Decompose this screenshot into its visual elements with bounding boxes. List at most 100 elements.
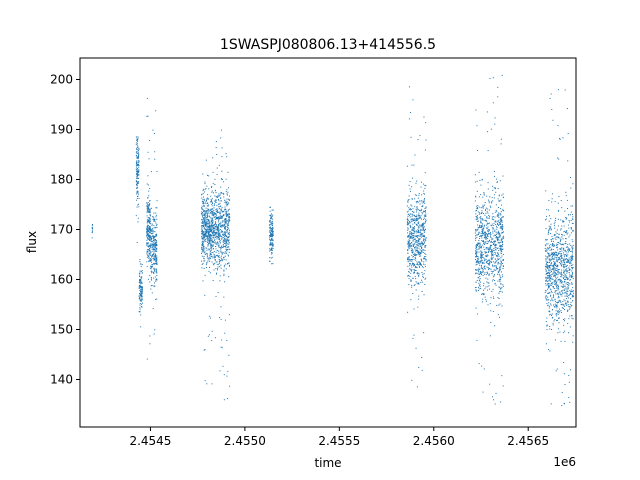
data-point xyxy=(545,260,547,262)
data-point xyxy=(491,253,493,255)
data-point xyxy=(221,230,223,232)
data-point xyxy=(489,229,490,231)
data-point xyxy=(569,308,571,310)
data-point xyxy=(474,287,476,289)
data-point xyxy=(411,270,413,272)
data-point xyxy=(207,232,209,234)
data-point xyxy=(554,264,556,266)
data-point xyxy=(225,201,227,203)
x-tick-label: 2.4555 xyxy=(318,434,360,448)
data-point xyxy=(413,235,415,237)
data-point xyxy=(564,266,566,268)
data-point xyxy=(486,240,488,242)
data-point xyxy=(207,211,209,213)
data-point xyxy=(497,198,499,200)
data-point xyxy=(201,255,203,257)
data-point xyxy=(559,300,561,302)
data-point xyxy=(564,242,566,244)
data-point xyxy=(499,303,501,305)
data-point xyxy=(552,266,554,268)
data-point xyxy=(147,209,149,211)
data-point xyxy=(560,285,562,287)
data-point xyxy=(156,262,158,264)
data-point xyxy=(228,231,230,233)
data-point xyxy=(560,219,562,221)
data-point xyxy=(562,284,564,286)
data-point xyxy=(419,231,421,233)
data-point xyxy=(561,255,563,257)
data-point xyxy=(220,251,222,253)
data-point xyxy=(204,380,206,382)
data-point xyxy=(546,248,548,250)
data-point xyxy=(496,240,498,242)
data-point xyxy=(217,269,219,271)
data-point xyxy=(481,293,483,295)
data-point xyxy=(218,235,220,237)
data-point xyxy=(211,203,213,205)
data-point xyxy=(545,297,547,299)
data-point xyxy=(557,300,559,302)
data-point xyxy=(416,248,418,250)
data-point xyxy=(548,302,550,304)
data-point xyxy=(210,237,212,239)
data-point xyxy=(417,224,419,226)
data-point xyxy=(485,212,487,214)
data-point xyxy=(141,289,143,291)
data-point xyxy=(206,214,208,216)
data-point xyxy=(212,235,214,237)
data-point xyxy=(418,221,420,223)
data-point xyxy=(207,236,209,238)
data-point xyxy=(271,231,273,233)
data-point xyxy=(490,254,492,256)
data-point xyxy=(155,268,157,270)
data-point xyxy=(153,227,155,229)
data-point xyxy=(495,209,497,211)
data-point xyxy=(480,225,482,227)
data-point xyxy=(219,260,221,262)
data-point xyxy=(482,294,484,296)
data-point xyxy=(201,197,203,199)
data-point xyxy=(548,286,550,288)
data-point xyxy=(417,230,419,232)
data-point xyxy=(140,293,142,295)
data-point xyxy=(205,187,207,189)
data-point xyxy=(482,231,484,233)
data-point xyxy=(422,281,424,283)
data-point xyxy=(488,222,490,224)
data-point xyxy=(413,272,415,274)
data-point xyxy=(476,262,478,264)
data-point xyxy=(204,183,206,185)
data-point xyxy=(564,292,566,294)
data-point xyxy=(565,275,567,277)
data-point xyxy=(136,192,138,194)
data-point xyxy=(217,198,219,200)
data-point xyxy=(216,231,218,233)
data-point xyxy=(547,233,549,235)
data-point xyxy=(155,235,157,237)
data-point xyxy=(425,215,427,217)
data-point xyxy=(221,207,223,209)
data-point xyxy=(498,215,500,217)
data-point xyxy=(201,263,203,265)
data-point xyxy=(411,234,413,236)
data-point xyxy=(550,226,552,228)
data-point xyxy=(202,173,204,175)
data-point xyxy=(139,270,141,272)
data-point xyxy=(226,238,228,240)
data-point xyxy=(489,246,491,248)
data-point xyxy=(562,264,564,266)
data-point xyxy=(205,223,207,225)
data-point xyxy=(149,220,151,222)
data-point xyxy=(485,234,487,236)
data-point xyxy=(476,237,478,239)
data-point xyxy=(136,149,138,151)
data-point xyxy=(269,235,271,237)
data-point xyxy=(217,225,219,227)
data-point xyxy=(478,251,480,253)
data-point xyxy=(210,247,212,249)
data-point xyxy=(557,257,559,259)
data-point xyxy=(479,238,481,240)
data-point xyxy=(151,224,153,226)
data-point xyxy=(228,222,230,224)
data-point xyxy=(271,234,273,236)
